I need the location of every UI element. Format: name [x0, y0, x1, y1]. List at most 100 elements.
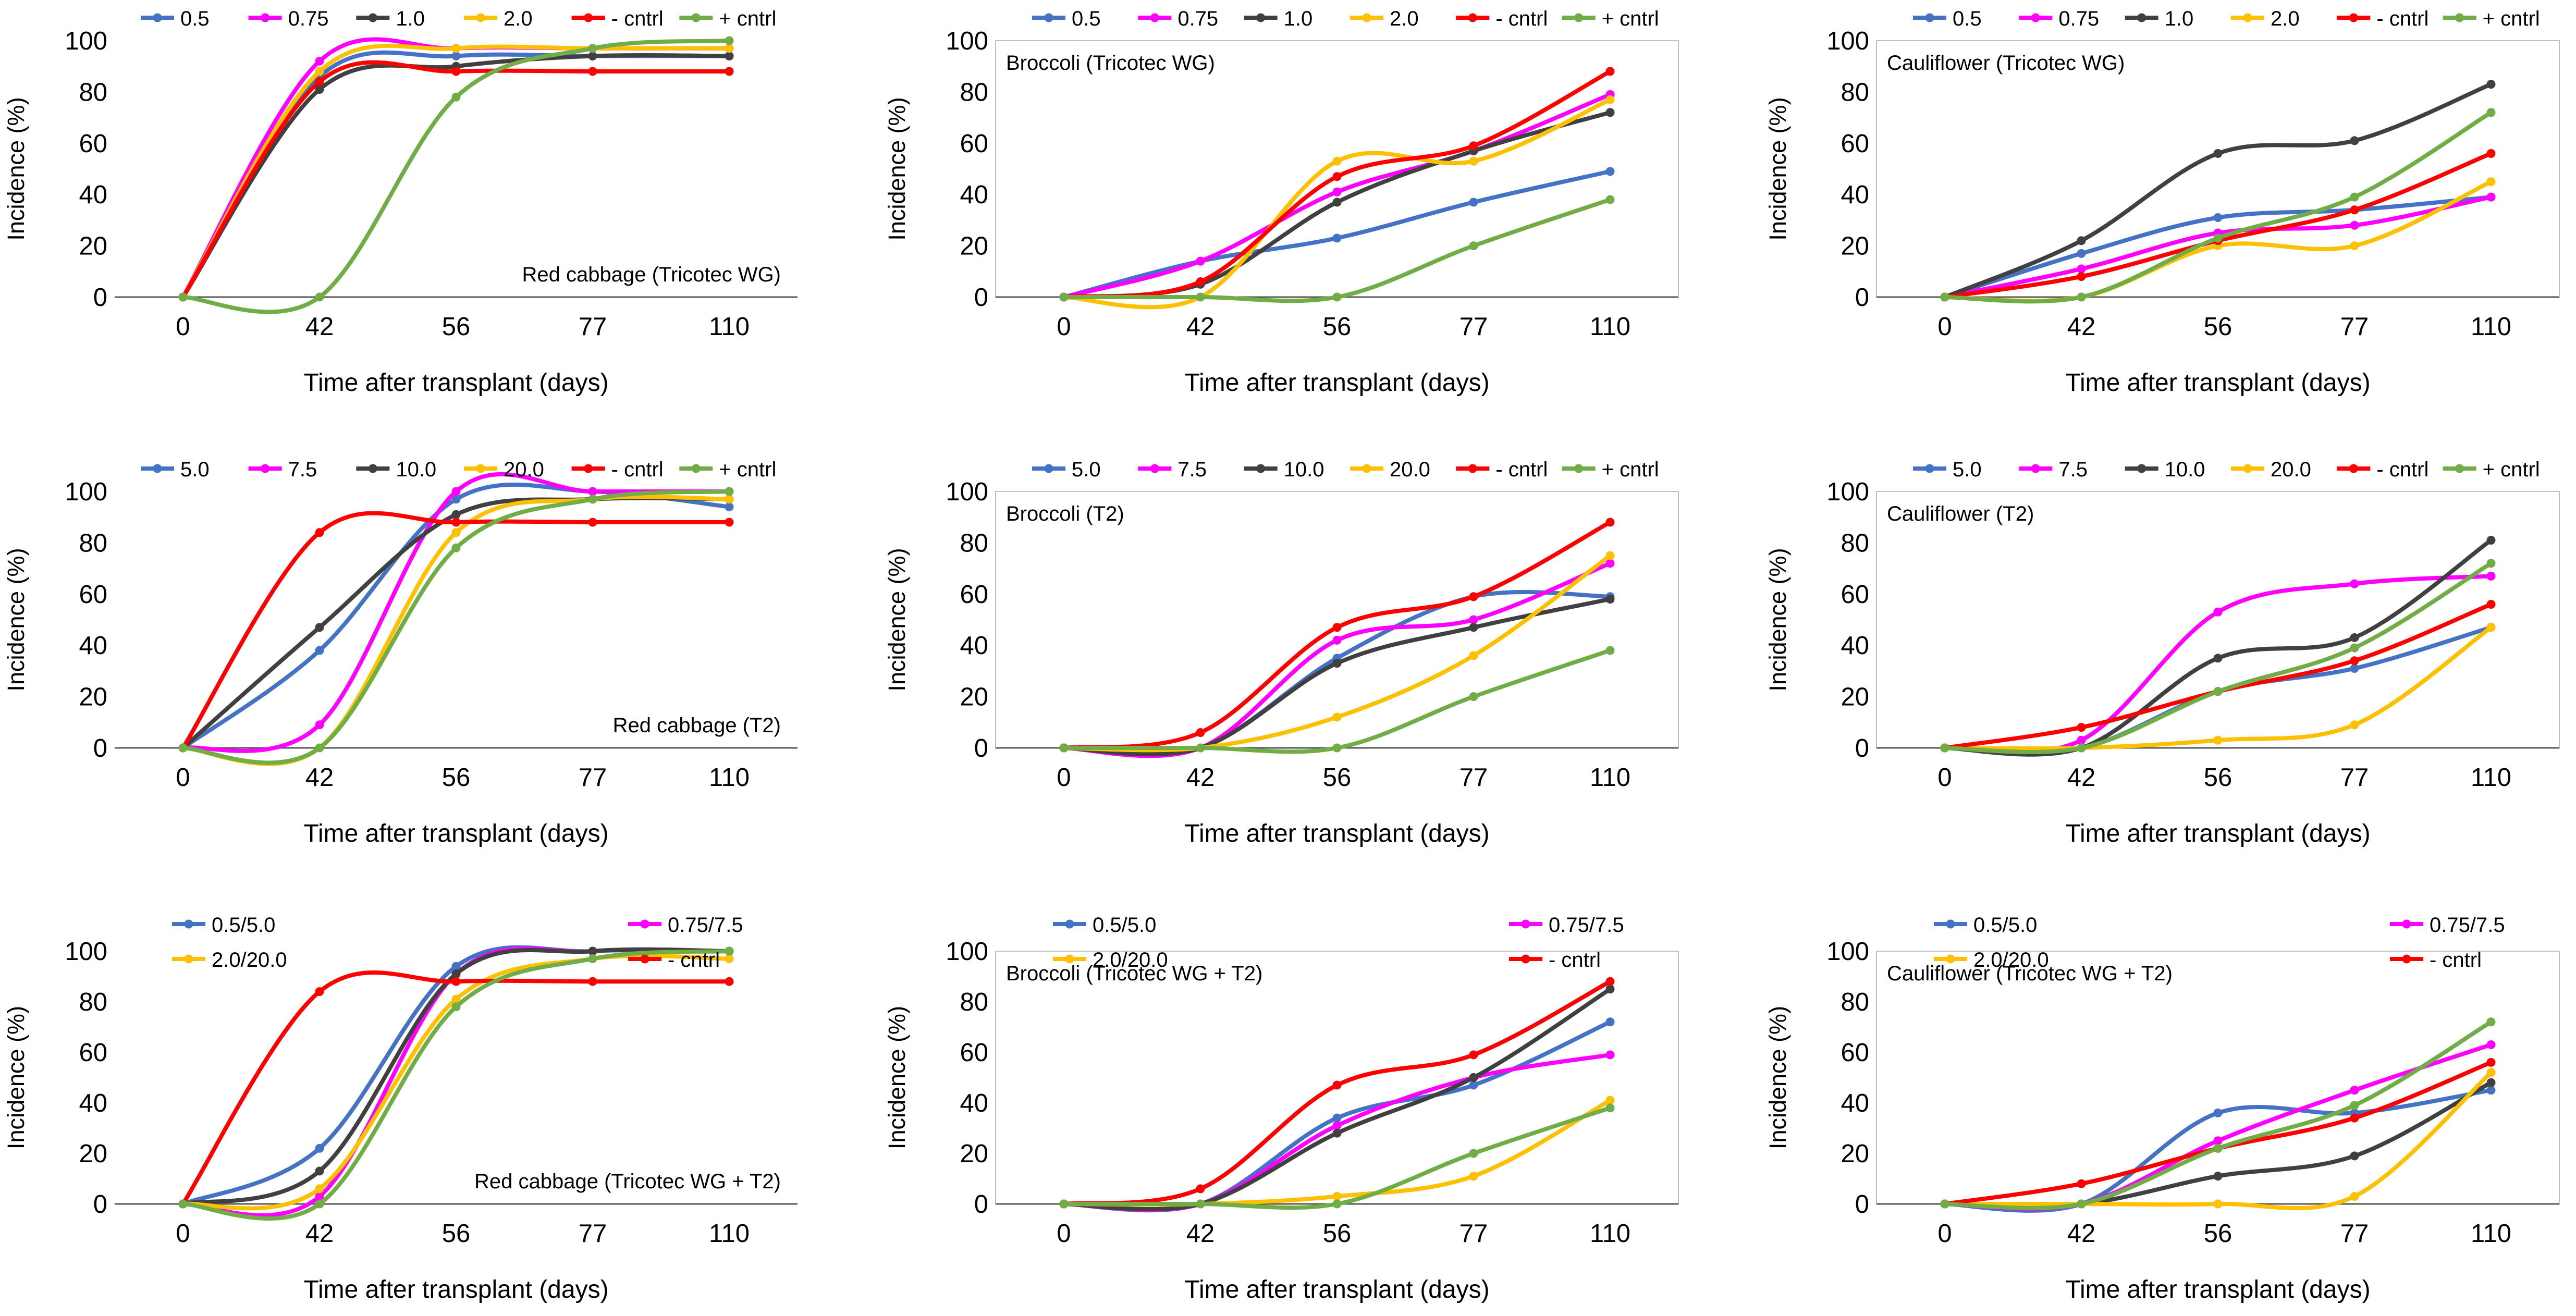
legend-label: + cntrl — [719, 458, 776, 481]
data-point — [1605, 1017, 1615, 1027]
legend-item-7-5: 7.5 — [1138, 458, 1207, 481]
series-line — [181, 947, 731, 1206]
legend-marker — [1574, 13, 1584, 22]
legend-marker — [640, 954, 649, 964]
chart-panel-row1-col2: 0 20 40 60 80 100 0 42 56 77 110 Time after transpl… — [881, 0, 1694, 407]
y-tick-label: 100 — [946, 938, 988, 966]
legend-item-20-0: 20.0 — [2231, 458, 2311, 481]
data-point — [2486, 559, 2496, 568]
data-point — [2486, 1017, 2496, 1027]
series-1-0 — [1059, 108, 1615, 302]
legend-item-20-0: 20.0 — [464, 458, 544, 481]
legend-item-cntrl: - cntrl — [2337, 7, 2428, 30]
data-point — [1332, 233, 1342, 243]
data-point — [588, 518, 597, 527]
legend-marker — [1362, 13, 1371, 22]
y-tick-label: 40 — [960, 1089, 988, 1117]
series-20-0 — [1059, 551, 1615, 753]
data-point — [1469, 1149, 1478, 1158]
data-point — [315, 77, 324, 87]
data-point — [1940, 743, 1949, 753]
legend-label: 0.75/7.5 — [668, 914, 743, 937]
data-point — [725, 67, 734, 76]
legend-marker — [261, 13, 270, 22]
legend-label: 2.0/20.0 — [1093, 949, 1168, 971]
data-point — [315, 56, 324, 66]
y-tick-label: 60 — [960, 1039, 988, 1067]
x-tick-label: 0 — [1937, 764, 1952, 792]
x-tick-label: 77 — [579, 313, 607, 341]
x-tick-label: 56 — [1323, 313, 1352, 341]
y-axis-title: Incidence (%) — [884, 548, 910, 691]
legend-marker — [1925, 13, 1934, 22]
data-point — [315, 1166, 324, 1176]
data-point — [2350, 1113, 2359, 1123]
data-point — [1469, 592, 1478, 601]
data-point — [315, 623, 324, 632]
chart-svg: 0 20 40 60 80 100 0 42 56 77 110 Time after transpl… — [884, 914, 2080, 1303]
legend-label: + cntrl — [719, 7, 776, 30]
series-line — [181, 489, 731, 765]
legend-marker — [153, 464, 162, 473]
legend-item-cntrl: + cntrl — [679, 458, 776, 481]
data-point — [725, 52, 734, 61]
legend-marker — [1946, 919, 1955, 929]
data-point — [2213, 213, 2223, 222]
data-point — [2350, 1086, 2359, 1095]
series-cntrl — [178, 946, 734, 1221]
legend-label: 2.0 — [504, 7, 533, 30]
x-tick-label: 42 — [2067, 1220, 2096, 1248]
data-point — [451, 67, 461, 76]
data-point — [451, 528, 461, 537]
legend-item-10-0: 10.0 — [1244, 458, 1324, 481]
data-point — [1059, 292, 1069, 302]
series-cntrl — [1059, 195, 1615, 303]
data-point — [1332, 623, 1342, 632]
series-cntrl — [1059, 67, 1615, 302]
legend: 0.5/5.00.75/7.51.0/10.02.0/20.0- cntrl+ … — [172, 914, 1199, 971]
x-tick-label: 56 — [442, 1220, 471, 1248]
legend-marker — [1150, 464, 1159, 473]
y-tick-label: 20 — [960, 1140, 988, 1168]
series-line — [181, 37, 731, 299]
x-tick-label: 0 — [176, 313, 190, 341]
x-tick-label: 42 — [2067, 764, 2096, 792]
data-point — [1059, 1199, 1069, 1209]
data-point — [1469, 198, 1478, 207]
data-point — [2213, 1143, 2223, 1153]
chart-panel-row1-col3: 0 20 40 60 80 100 0 42 56 77 110 Time after transpl… — [1762, 0, 2575, 407]
legend-item-7-5: 7.5 — [248, 458, 317, 481]
y-axis-title: Incidence (%) — [3, 1006, 29, 1149]
data-point — [2486, 1057, 2496, 1067]
data-point — [1605, 108, 1615, 117]
chart-title: Broccoli (T2) — [1006, 502, 1124, 525]
data-point — [315, 720, 324, 730]
legend-item-2-0-20-0: 2.0/20.0 — [172, 949, 287, 971]
legend-label: 0.5 — [1953, 7, 1982, 30]
legend-marker — [1521, 919, 1530, 929]
data-point — [2486, 571, 2496, 581]
legend-marker — [1468, 13, 1477, 22]
legend-marker — [2455, 464, 2464, 473]
data-point — [2486, 177, 2496, 187]
x-axis-title: Time after transplant (days) — [2065, 1276, 2370, 1303]
series-0-5 — [1059, 167, 1615, 302]
legend-marker — [1044, 464, 1053, 473]
legend-label: + cntrl — [2483, 458, 2540, 481]
series-line — [181, 511, 731, 750]
data-point — [451, 44, 461, 53]
y-tick-label: 60 — [1841, 130, 1869, 158]
chart-title: Broccoli (Tricotec WG + T2) — [1006, 962, 1262, 985]
legend-marker — [1946, 954, 1955, 964]
legend-marker — [2455, 13, 2464, 22]
y-tick-label: 100 — [65, 478, 107, 506]
legend-label: 2.0/20.0 — [1973, 949, 2049, 971]
y-axis-title: Incidence (%) — [1764, 97, 1791, 240]
data-point — [451, 518, 461, 527]
x-tick-label: 77 — [2340, 1220, 2369, 1248]
legend: 0.5 0.75 1.0 2.0 - cntrl + cntrl — [141, 7, 776, 30]
y-tick-label: 40 — [1841, 181, 1869, 209]
x-tick-label: 77 — [2340, 313, 2369, 341]
series-0-75 — [178, 37, 734, 302]
